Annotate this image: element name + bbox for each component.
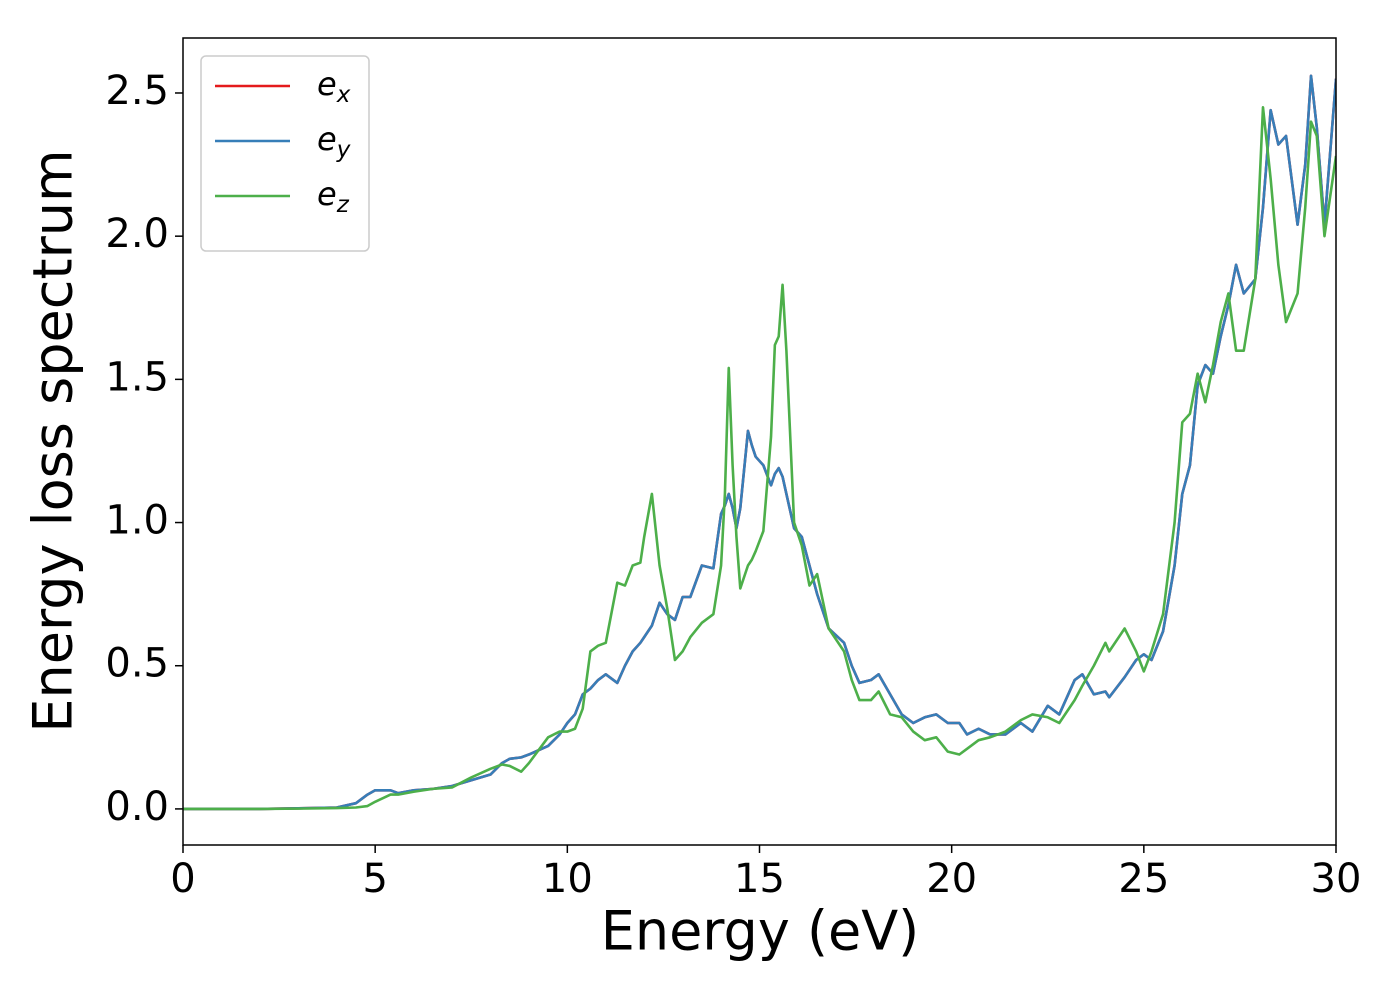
legend-label: ez — [317, 175, 350, 218]
x-tick-label: 20 — [926, 856, 977, 902]
legend-box — [200, 55, 370, 252]
y-tick-label: 0.5 — [105, 641, 169, 687]
x-tick-label: 30 — [1311, 856, 1362, 902]
x-tick-label: 5 — [362, 856, 387, 902]
x-tick-label: 0 — [170, 856, 195, 902]
y-tick-label: 2.0 — [105, 211, 169, 257]
x-tick-label: 10 — [542, 856, 593, 902]
x-axis-label: Energy (eV) — [601, 900, 920, 963]
legend-label: ex — [317, 65, 351, 108]
plot-frame — [182, 37, 1337, 846]
y-tick-label: 2.5 — [105, 68, 169, 114]
series-line — [183, 74, 1336, 811]
y-axis-label: Energy loss spectrum — [22, 149, 85, 732]
x-tick-label: 15 — [734, 856, 785, 902]
y-tick-label: 1.0 — [105, 498, 169, 544]
y-tick-label: 0.0 — [105, 784, 169, 830]
series-line — [183, 106, 1336, 811]
legend-label: ey — [317, 120, 351, 163]
x-tick-label: 25 — [1118, 856, 1169, 902]
y-tick-label: 1.5 — [105, 354, 169, 400]
